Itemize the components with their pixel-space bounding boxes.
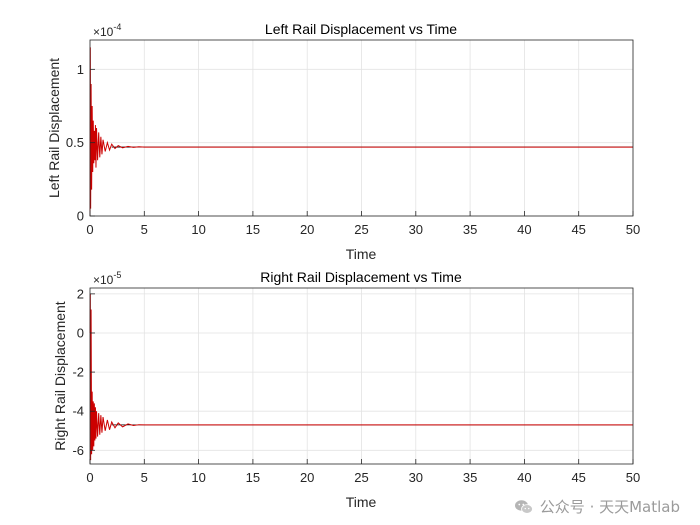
right-rail-exponent-base: ×10 [93,273,114,287]
right-rail-xtick-label: 35 [463,470,477,485]
left-rail-exponent-power: -4 [113,22,121,32]
right-rail-xtick-label: 20 [300,470,314,485]
right-rail-ytick-label: 0 [77,325,84,340]
watermark-text: 公众号 · 天天Matlab [539,498,680,516]
left-rail-ytick-label: 1 [77,62,84,77]
right-rail-ylabel: Right Rail Displacement [52,301,68,451]
right-rail-xtick-label: 5 [141,470,148,485]
left-rail-xtick-label: 5 [141,222,148,237]
right-rail-xtick-label: 45 [571,470,585,485]
left-rail-xtick-label: 35 [463,222,477,237]
right-rail-exponent: ×10-5 [93,270,121,287]
left-rail-ytick-label: 0 [77,209,84,224]
right-rail-ytick-label: 2 [77,286,84,301]
left-rail-xlabel: Time [346,246,377,262]
left-rail-title: Left Rail Displacement vs Time [265,21,457,37]
right-rail-ytick-label: -4 [72,404,84,419]
left-rail-x-ticks: 0 5 10 15 20 25 30 35 40 45 50 [86,211,640,237]
right-rail-xtick-label: 40 [517,470,531,485]
left-rail-xtick-label: 15 [246,222,260,237]
left-rail-xtick-label: 10 [191,222,205,237]
left-rail-ylabel: Left Rail Displacement [46,58,62,198]
left-rail-series-line [89,47,633,217]
left-rail-xtick-label: 20 [300,222,314,237]
left-rail-xtick-label: 30 [409,222,423,237]
right-rail-xtick-label: 30 [409,470,423,485]
right-rail-y-ticks: -6 -4 -2 0 2 [72,286,95,458]
right-rail-ytick-label: -6 [72,443,84,458]
left-rail-xtick-label: 40 [517,222,531,237]
left-rail-xtick-label: 45 [571,222,585,237]
right-rail-exponent-power: -5 [113,270,121,280]
right-rail-xtick-label: 50 [626,470,640,485]
right-rail-y-grid [90,293,633,451]
right-rail-ytick-label: -2 [72,365,84,380]
right-rail-xtick-label: 25 [354,470,368,485]
left-rail-axes: 0 5 10 15 20 25 30 35 40 45 50 00.51 Left Rail Dis… [46,21,640,262]
wechat-icon [514,499,533,514]
left-rail-xtick-label: 0 [86,222,93,237]
right-rail-xtick-label: 0 [86,470,93,485]
left-rail-exponent: ×10-4 [93,22,121,39]
right-rail-x-ticks: 0 5 10 15 20 25 30 35 40 45 50 [86,459,640,485]
left-rail-xtick-label: 50 [626,222,640,237]
watermark: 公众号 · 天天Matlab [514,496,680,517]
right-rail-xlabel: Time [346,494,377,510]
left-rail-y-ticks: 00.51 [66,62,95,224]
left-rail-exponent-base: ×10 [93,25,114,39]
right-rail-series-line [89,293,633,461]
right-rail-xtick-label: 10 [191,470,205,485]
right-rail-axes: 0 5 10 15 20 25 30 35 40 45 50 -6 -4 -2 0 2 Right Rail… [52,269,640,510]
left-rail-ytick-label: 0.5 [66,135,84,150]
right-rail-title: Right Rail Displacement vs Time [260,269,462,285]
right-rail-xtick-label: 15 [246,470,260,485]
left-rail-xtick-label: 25 [354,222,368,237]
